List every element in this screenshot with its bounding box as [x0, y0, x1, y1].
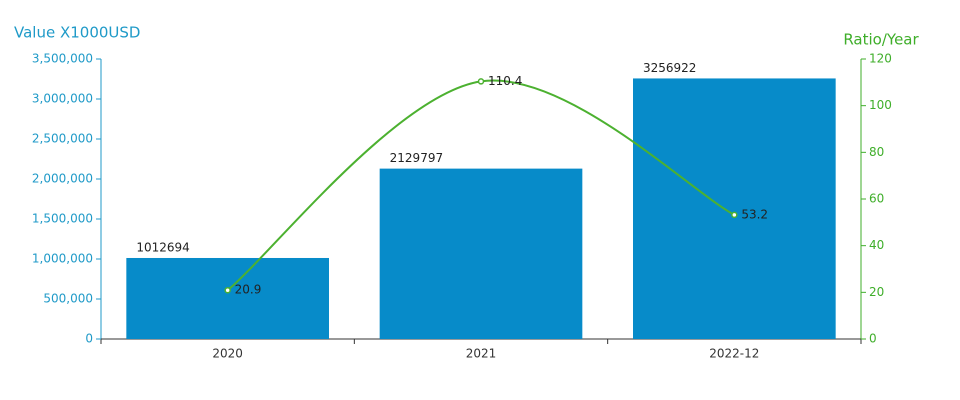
line-point — [477, 78, 485, 85]
y2-tick-label: 20 — [869, 285, 884, 299]
y-tick-label: 2,500,000 — [32, 132, 93, 146]
y-tick-label: 500,000 — [43, 292, 93, 306]
x-tick-label: 2021 — [466, 347, 497, 361]
line-point — [224, 286, 231, 294]
y2-tick-label: 40 — [869, 238, 884, 252]
bar-label: 3256922 — [643, 61, 696, 75]
y2-tick-label: 60 — [869, 192, 884, 206]
point-label: 53.2 — [741, 207, 768, 221]
y-tick-label: 2,000,000 — [32, 172, 93, 186]
y2-tick-label: 80 — [869, 145, 884, 159]
y2-axis-title: Ratio/Year — [843, 31, 919, 49]
point-label: 110.4 — [488, 74, 522, 88]
bar — [379, 168, 583, 339]
y-tick-label: 1,000,000 — [32, 252, 93, 266]
y2-tick-label: 120 — [869, 52, 892, 66]
bar-label: 1012694 — [136, 240, 189, 254]
line-point — [731, 211, 738, 219]
y2-tick-label: 0 — [869, 332, 877, 346]
x-tick-label: 2020 — [212, 347, 243, 361]
y2-tick-label: 100 — [869, 98, 892, 112]
bar — [126, 257, 329, 339]
x-tick-label: 2022-12 — [709, 347, 759, 361]
bar — [633, 78, 836, 340]
y-axis-title: Value X1000USD — [14, 24, 140, 42]
y-tick-label: 1,500,000 — [32, 212, 93, 226]
y-tick-label: 3,500,000 — [32, 52, 93, 66]
bar-label: 2129797 — [390, 151, 443, 165]
y-tick-label: 3,000,000 — [32, 92, 93, 106]
y-tick-label: 0 — [85, 332, 93, 346]
point-label: 20.9 — [235, 283, 262, 297]
